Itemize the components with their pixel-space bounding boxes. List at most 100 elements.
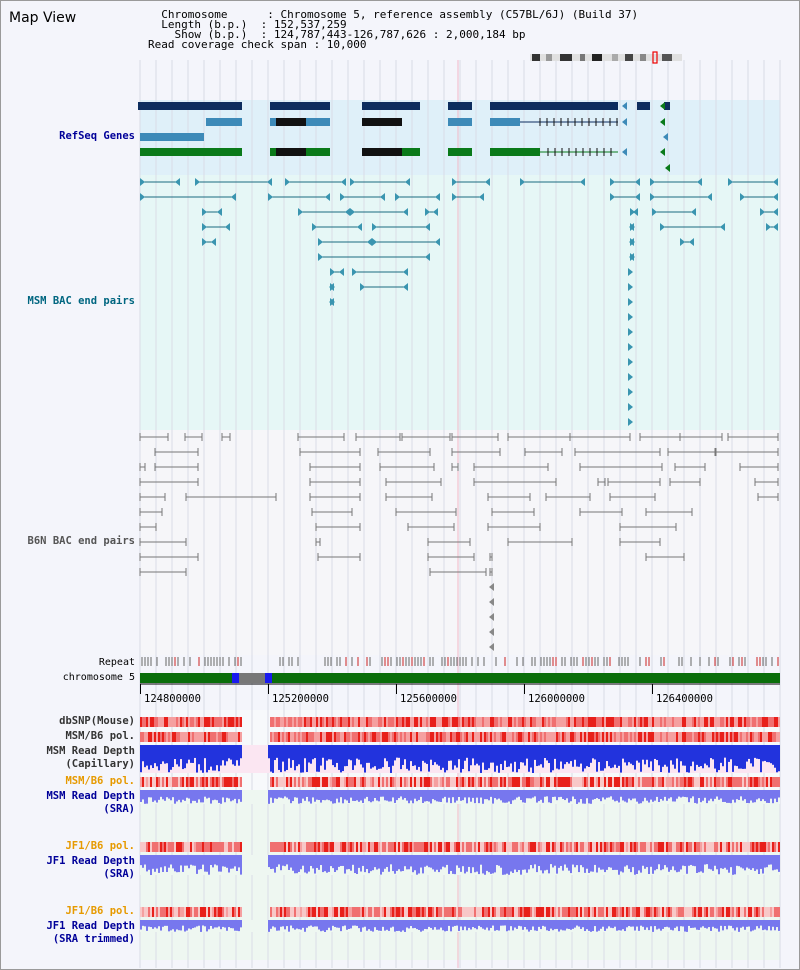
- msm-b6-pol-heat-cell: [294, 777, 296, 787]
- msm-b6-pol-heat-cell: [310, 732, 312, 742]
- msm-b6-pol-heat-cell: [720, 732, 722, 742]
- msm-b6-pol-heat-cell: [150, 732, 152, 742]
- msm-sra-depth-bar: [170, 790, 172, 801]
- jf1-sra-trimmed-depth-bar: [670, 920, 672, 930]
- msm-capillary-depth-bar: [628, 745, 630, 763]
- jf1-b6-pol-label[interactable]: JF1/B6 pol.: [65, 840, 135, 852]
- jf1-depth-trim-label-1[interactable]: JF1 Read Depth: [46, 920, 135, 932]
- jf1-b6-pol-heat-cell: [306, 842, 308, 852]
- jf1-sra-trimmed-depth-bar: [298, 920, 300, 930]
- msm-b6-pol-label[interactable]: MSM/B6 pol.: [65, 730, 135, 742]
- jf1-b6-pol-heat-cell: [352, 907, 354, 917]
- jf1-b6-pol-heat-cell: [636, 907, 638, 917]
- msm-b6-pol-heat-cell: [220, 732, 222, 742]
- jf1-depth-sra-label-1[interactable]: JF1 Read Depth: [46, 855, 135, 867]
- msm-capillary-depth-bar: [382, 745, 384, 768]
- msm-b6-pol-heat-cell: [360, 777, 362, 787]
- msm-b6-pol-heat-cell: [364, 732, 366, 742]
- jf1-sra-trimmed-depth-bar: [640, 920, 642, 926]
- msm-b6-pol-heat-cell: [160, 732, 162, 742]
- jf1-sra-trimmed-depth-bar: [730, 920, 732, 926]
- jf1-sra-trimmed-depth-bar: [316, 920, 318, 927]
- jf1-sra-trimmed-depth-bar: [360, 920, 362, 932]
- dbsnp-heat-cell: [142, 717, 144, 727]
- jf1-b6-pol-heat-cell: [710, 842, 712, 852]
- msm-b6-pol-heat-cell: [152, 732, 154, 742]
- jf1-b6-pol-heat-cell: [296, 907, 298, 917]
- jf1-b6-pol-heat-cell: [336, 842, 338, 852]
- jf1-b6-pol-heat-cell: [284, 842, 286, 852]
- info-line-chromosome: Chromosome : Chromosome 5, reference ass…: [148, 8, 639, 21]
- msm-sra-depth-bar: [536, 790, 538, 803]
- jf1-b6-pol-heat-cell: [232, 907, 234, 917]
- msm-sra-depth-bar: [480, 790, 482, 798]
- msm-sra-depth-bar: [674, 790, 676, 802]
- msm-sra-depth-bar: [158, 790, 160, 800]
- msm-sra-depth-bar: [640, 790, 642, 804]
- gene-exon: [362, 118, 402, 126]
- msm-b6-pol-heat-cell: [594, 777, 596, 787]
- msm-b6-pol-label-2[interactable]: MSM/B6 pol.: [65, 775, 135, 787]
- jf1-sra-depth-bar: [384, 855, 386, 869]
- msm-capillary-depth-bar: [732, 745, 734, 772]
- msm-capillary-depth-bar: [198, 745, 200, 765]
- msm-bac-end: [357, 223, 362, 231]
- dbsnp-heat-cell: [536, 717, 538, 727]
- msm-b6-pol-heat-cell: [462, 732, 464, 742]
- jf1-sra-depth-bar: [496, 855, 498, 866]
- refseq-genes-label[interactable]: RefSeq Genes: [59, 130, 135, 142]
- msm-b6-pol-heat-cell: [634, 732, 636, 742]
- msm-sra-depth-bar: [462, 790, 464, 801]
- jf1-b6-pol-heat-cell: [570, 907, 572, 917]
- msm-b6-pol-heat-cell: [144, 777, 146, 787]
- msm-capillary-depth-bar: [642, 745, 644, 760]
- jf1-sra-depth-bar: [656, 855, 658, 870]
- msm-depth-sra-label-1[interactable]: MSM Read Depth: [46, 790, 135, 802]
- jf1-sra-trimmed-depth-bar: [172, 920, 174, 930]
- jf1-sra-trimmed-depth-bar: [596, 920, 598, 932]
- jf1-b6-pol-heat-cell: [652, 907, 654, 917]
- msm-b6-pol-heat-cell: [684, 777, 686, 787]
- msm-depth-capillary-label-1[interactable]: MSM Read Depth: [46, 745, 135, 757]
- jf1-sra-depth-bar: [272, 855, 274, 869]
- msm-capillary-depth-bar: [632, 745, 634, 766]
- msm-sra-depth-bar: [466, 790, 468, 804]
- msm-capillary-depth-bar: [158, 745, 160, 771]
- b6n-bac-label[interactable]: B6N BAC end pairs: [27, 535, 135, 547]
- jf1-b6-pol-heat-cell: [416, 907, 418, 917]
- msm-bac-label[interactable]: MSM BAC end pairs: [27, 295, 135, 307]
- msm-sra-depth-bar: [308, 790, 310, 802]
- dbsnp-heat-cell: [682, 717, 684, 727]
- jf1-b6-pol-heat-cell: [602, 907, 604, 917]
- msm-b6-pol-heat-cell: [574, 732, 576, 742]
- jf1-b6-pol-heat-cell: [324, 842, 326, 852]
- jf1-b6-pol-heat-cell: [692, 907, 694, 917]
- msm-b6-pol-heat-cell: [486, 777, 488, 787]
- dbsnp-heat-cell: [656, 717, 658, 727]
- msm-bac-end: [628, 373, 633, 381]
- msm-b6-pol-heat-cell: [442, 732, 444, 742]
- dbsnp-heat-cell: [352, 717, 354, 727]
- ideogram-band: [580, 54, 585, 61]
- jf1-b6-pol-heat-cell: [646, 842, 648, 852]
- jf1-sra-depth-bar: [456, 855, 458, 866]
- dbsnp-heat-cell: [198, 717, 200, 727]
- msm-b6-pol-heat-cell: [232, 777, 234, 787]
- jf1-sra-depth-bar: [162, 855, 164, 872]
- jf1-sra-trimmed-depth-bar: [364, 920, 366, 927]
- jf1-b6-pol-heat-cell: [482, 907, 484, 917]
- msm-capillary-depth-bar: [332, 745, 334, 766]
- jf1-b6-pol-heat-cell: [684, 842, 686, 852]
- dbsnp-label[interactable]: dbSNP(Mouse): [59, 715, 135, 727]
- msm-sra-depth-bar: [370, 790, 372, 803]
- msm-capillary-depth-bar: [274, 745, 276, 761]
- ideogram-band: [546, 54, 552, 61]
- dbsnp-heat-cell: [404, 717, 406, 727]
- jf1-sra-depth-bar: [750, 855, 752, 870]
- jf1-b6-pol-heat-cell: [462, 907, 464, 917]
- msm-capillary-depth-bar: [146, 745, 148, 766]
- jf1-b6-pol-label-2[interactable]: JF1/B6 pol.: [65, 905, 135, 917]
- jf1-b6-pol-heat-cell: [556, 907, 558, 917]
- jf1-sra-depth-bar: [618, 855, 620, 875]
